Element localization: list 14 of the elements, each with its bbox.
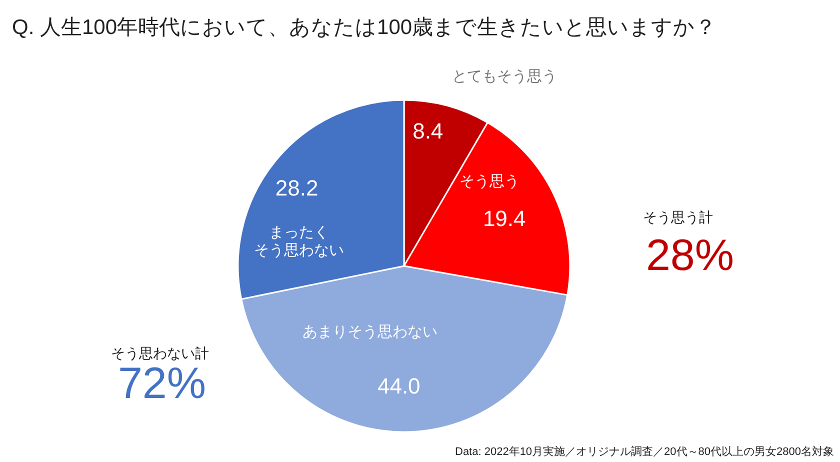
- text: 28%: [646, 231, 734, 280]
- slice-label: あまりそう思わない: [302, 324, 438, 341]
- text: 72%: [118, 359, 206, 408]
- text: Data: 2022年10月実施／オリジナル調査／20代～80代以上の男女2800名対象: [455, 445, 834, 458]
- data-label: 28.2: [275, 176, 318, 201]
- slice-label: そう思う: [460, 173, 520, 190]
- text: そう思わない計: [111, 345, 209, 361]
- data-label: 19.4: [482, 206, 526, 232]
- text: そう思う計: [643, 209, 713, 225]
- slice-label: まったくそう思わない: [254, 224, 344, 260]
- slice-label: とてもそう思う: [452, 68, 558, 86]
- data-label: 8.4: [412, 118, 444, 144]
- chart-title: Q. 人生100年時代において、あなたは100歳まで生きたいと思いますか？: [12, 16, 716, 39]
- data-label: 44.0: [377, 373, 420, 398]
